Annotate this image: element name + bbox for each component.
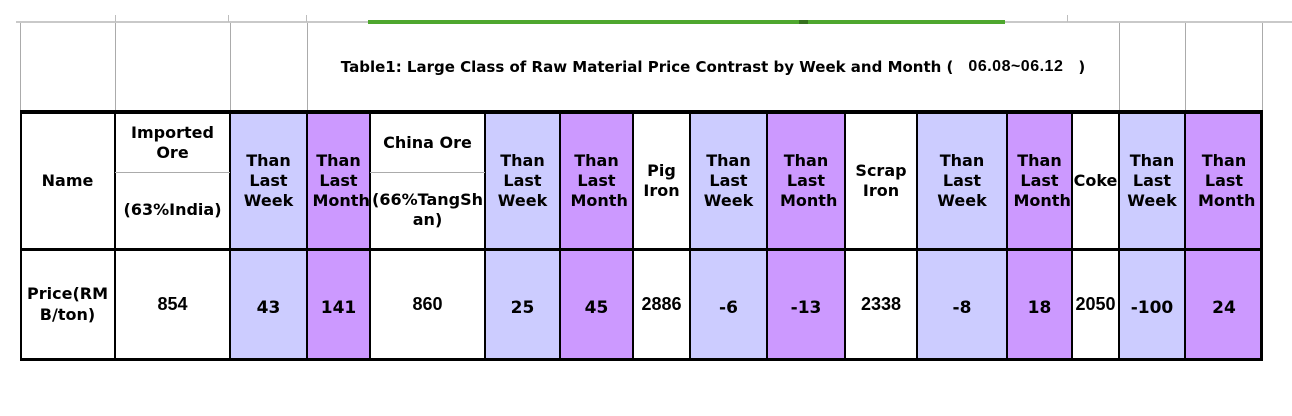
border-line xyxy=(20,110,1263,114)
header-imported-ore-spec[interactable]: (63%India) xyxy=(123,200,222,219)
price-imported-ore[interactable]: 854 xyxy=(157,294,188,314)
header-coke[interactable]: Coke xyxy=(1073,171,1118,190)
row-label-price[interactable]: Price(RMB/ton) xyxy=(27,283,108,324)
sheet-gridline-tick xyxy=(115,15,116,22)
empty-cell[interactable] xyxy=(115,23,230,110)
grid-line xyxy=(307,23,308,110)
border-line xyxy=(766,110,768,361)
header-label: Than Last Month xyxy=(1013,151,1071,210)
price-pig-iron[interactable]: 2886 xyxy=(641,294,682,314)
vs-month-scrap-iron[interactable]: 18 xyxy=(1007,251,1072,358)
grid-line xyxy=(1185,23,1186,110)
vs-month-china-ore[interactable]: 45 xyxy=(560,251,633,358)
header-scrap-iron[interactable]: Scrap Iron xyxy=(855,161,907,200)
sheet-gridline-tick xyxy=(306,15,307,22)
title-close-paren: ) xyxy=(1078,57,1086,76)
header-label: Than Last Week xyxy=(243,151,294,210)
table-title-cell[interactable]: Table1: Large Class of Raw Material Pric… xyxy=(307,23,1119,110)
vs-week-pig-iron[interactable]: -6 xyxy=(690,251,767,358)
vs-week-scrap-iron[interactable]: -8 xyxy=(917,251,1007,358)
title-date-range: 06.08~06.12 xyxy=(968,57,1064,75)
grid-line xyxy=(115,23,116,110)
vs-week-china-ore[interactable]: 25 xyxy=(485,251,560,358)
vs-month-coke[interactable]: 24 xyxy=(1185,251,1263,358)
header-china-ore[interactable]: China Ore xyxy=(383,133,472,152)
border-line xyxy=(689,110,691,361)
header-than-last-month-pig-iron[interactable]: Than Last Month xyxy=(767,114,845,248)
header-than-last-month-china-ore[interactable]: Than Last Month xyxy=(560,114,633,248)
header-imported-ore[interactable]: Imported Ore xyxy=(131,123,214,162)
header-than-last-month-scrap-iron[interactable]: Than Last Month xyxy=(1007,114,1072,248)
empty-cell[interactable] xyxy=(20,23,115,110)
header-than-last-week-coke[interactable]: Than Last Week xyxy=(1119,114,1185,248)
border-line xyxy=(844,110,846,361)
raw-material-price-table: Table1: Large Class of Raw Material Pric… xyxy=(20,22,1263,362)
border-line xyxy=(229,110,231,361)
header-label: Than Last Month xyxy=(780,151,838,210)
price-coke[interactable]: 2050 xyxy=(1075,294,1116,314)
header-label: Than Last Month xyxy=(312,151,370,210)
header-china-ore-spec[interactable]: (66%TangShan) xyxy=(372,190,484,229)
price-china-ore[interactable]: 860 xyxy=(412,294,443,314)
header-than-last-week-china-ore[interactable]: Than Last Week xyxy=(485,114,560,248)
chart-border-green-mark xyxy=(799,20,808,24)
header-label: Than Last Week xyxy=(703,151,754,210)
header-than-last-week-imported-ore[interactable]: Than Last Week xyxy=(230,114,307,248)
grid-line xyxy=(20,23,21,110)
sheet-gridline-tick xyxy=(228,15,229,22)
header-label: Than Last Month xyxy=(1198,151,1256,210)
grid-line xyxy=(370,172,485,173)
empty-cell[interactable] xyxy=(1119,23,1185,110)
vs-month-imported-ore[interactable]: 141 xyxy=(307,251,370,358)
grid-line xyxy=(1119,23,1120,110)
empty-cell[interactable] xyxy=(1185,23,1263,110)
header-than-last-week-scrap-iron[interactable]: Than Last Week xyxy=(917,114,1007,248)
vs-month-pig-iron[interactable]: -13 xyxy=(767,251,845,358)
border-line xyxy=(1260,110,1263,361)
border-line xyxy=(20,110,22,361)
border-line xyxy=(369,110,371,361)
header-label: Than Last Week xyxy=(1127,151,1177,210)
header-label: Than Last Week xyxy=(497,151,548,210)
border-line xyxy=(1006,110,1008,361)
border-line xyxy=(114,110,116,361)
table-title-text: Table1: Large Class of Raw Material Pric… xyxy=(340,57,954,76)
border-line xyxy=(1184,110,1186,361)
sheet-gridline-tick xyxy=(1067,15,1068,22)
header-label: Than Last Week xyxy=(937,151,987,210)
border-line xyxy=(1071,110,1073,361)
grid-line xyxy=(230,23,231,110)
header-pig-iron[interactable]: Pig Iron xyxy=(643,161,680,200)
border-line xyxy=(559,110,561,361)
header-than-last-month-coke[interactable]: Than Last Month xyxy=(1185,114,1263,248)
header-than-last-week-pig-iron[interactable]: Than Last Week xyxy=(690,114,767,248)
vs-week-imported-ore[interactable]: 43 xyxy=(230,251,307,358)
price-scrap-iron[interactable]: 2338 xyxy=(860,294,902,314)
header-than-last-month-imported-ore[interactable]: Than Last Month xyxy=(307,114,370,248)
border-line xyxy=(632,110,634,361)
grid-line xyxy=(1262,23,1263,110)
grid-line xyxy=(115,172,230,173)
chart-border-green-line xyxy=(368,20,1005,24)
header-name[interactable]: Name xyxy=(41,171,94,190)
border-line xyxy=(1118,110,1120,361)
border-line xyxy=(20,248,1263,251)
vs-week-coke[interactable]: -100 xyxy=(1119,251,1185,358)
border-line xyxy=(20,358,1263,361)
header-label: Than Last Month xyxy=(570,151,628,210)
border-line xyxy=(484,110,486,361)
empty-cell[interactable] xyxy=(230,23,307,110)
border-line xyxy=(306,110,308,361)
border-line xyxy=(916,110,918,361)
